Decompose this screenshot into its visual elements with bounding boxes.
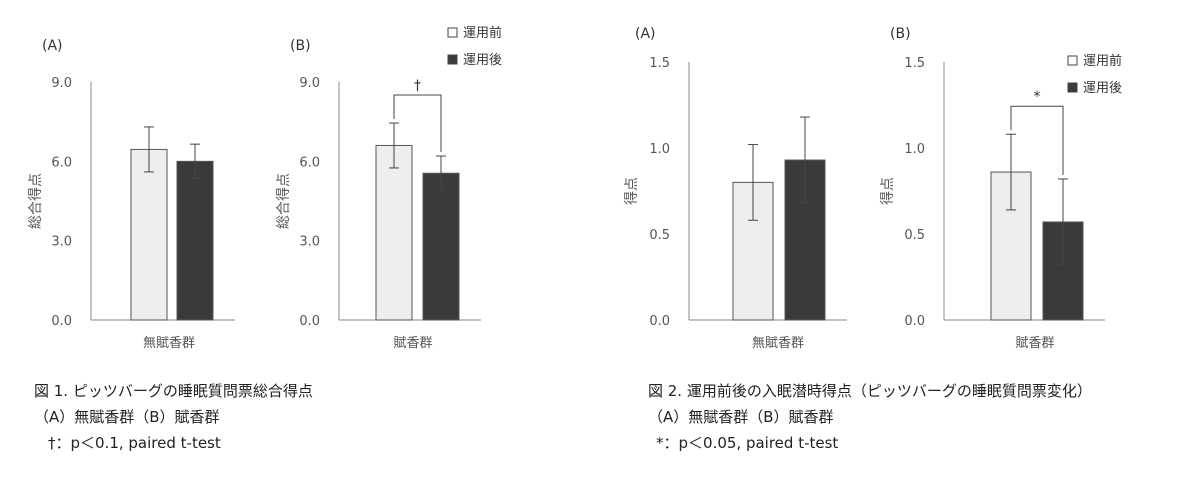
chart-2-legend-label-before: 運用前 [463, 25, 502, 41]
chart-1-category-label: 無賦香群 [143, 336, 195, 351]
chart-1-y-axis-title: 総合得点 [27, 173, 44, 229]
chart-3-y-tick-label: 1.0 [649, 142, 670, 157]
chart-4-legend-swatch-before [1067, 55, 1078, 66]
figure-1-groups: （A）無賦香群（B）賦香群 [34, 408, 220, 426]
chart-2-legend-swatch-after [447, 54, 458, 65]
chart-1-y-tick-label: 3.0 [51, 235, 72, 250]
chart-4-category-label: 賦香群 [1015, 336, 1054, 351]
chart-2-y-tick-label: 6.0 [299, 155, 320, 170]
chart-2-legend-swatch-before [447, 27, 458, 38]
chart-1-bar-before [130, 148, 168, 321]
chart-2-bar-before [375, 144, 413, 321]
chart-4-panel-label: (B) [890, 26, 911, 42]
chart-4-y-axis-title: 得点 [879, 177, 896, 205]
chart-1-y-tick-label: 0.0 [51, 314, 72, 329]
chart-4-legend-label-before: 運用前 [1083, 53, 1122, 69]
chart-2-category-label: 賦香群 [393, 336, 432, 351]
chart-3-y-tick-label: 0.5 [649, 228, 670, 243]
figure-1-significance-note: †：p＜0.1, paired t-test [48, 434, 221, 452]
figure-2-caption: 図 2. 運用前後の入眠潜時得点（ピッツバーグの睡眠質問票変化） （A）無賦香群… [648, 378, 1092, 456]
chart-1-bar-after [176, 160, 214, 321]
chart-4-legend-label-after: 運用後 [1083, 81, 1122, 96]
chart-3-category-label: 無賦香群 [752, 336, 804, 351]
chart-2-y-tick-label: 9.0 [299, 76, 320, 91]
chart-2-y-axis-title: 総合得点 [275, 173, 292, 229]
figure-1-title: 図 1. ピッツバーグの睡眠質問票総合得点 [34, 382, 313, 400]
chart-3-y-axis-title: 得点 [623, 177, 640, 205]
chart-3-y-tick-label: 1.5 [649, 56, 670, 71]
chart-2-y-tick-label: 3.0 [299, 235, 320, 250]
figure-2-title: 図 2. 運用前後の入眠潜時得点（ピッツバーグの睡眠質問票変化） [648, 382, 1092, 400]
chart-2-bar-after [422, 172, 460, 321]
chart-2-legend-label-after: 運用後 [463, 53, 502, 68]
chart-4-y-tick-label: 1.5 [904, 56, 925, 71]
chart-3-panel-label: (A) [635, 26, 656, 42]
chart-2-significance-marker: † [414, 78, 421, 94]
chart-1-y-tick-label: 6.0 [51, 155, 72, 170]
chart-4-significance-marker: * [1034, 89, 1041, 105]
chart-2-significance-bracket [393, 94, 442, 153]
figure-2-significance-note: *：p＜0.05, paired t-test [656, 434, 839, 452]
chart-1-panel-label: (A) [42, 38, 63, 54]
figure-1-caption: 図 1. ピッツバーグの睡眠質問票総合得点 （A）無賦香群（B）賦香群 †：p＜… [34, 378, 313, 456]
figure-2-groups: （A）無賦香群（B）賦香群 [648, 408, 834, 426]
chart-3-y-tick-label: 0.0 [649, 314, 670, 329]
chart-4-y-tick-label: 1.0 [904, 142, 925, 157]
chart-4-y-tick-label: 0.0 [904, 314, 925, 329]
chart-4-significance-bracket [1010, 105, 1064, 175]
chart-4-y-tick-label: 0.5 [904, 228, 925, 243]
chart-2-y-tick-label: 0.0 [299, 314, 320, 329]
chart-4-legend-swatch-after [1067, 82, 1078, 93]
chart-2-panel-label: (B) [290, 38, 311, 54]
chart-1-y-tick-label: 9.0 [51, 76, 72, 91]
